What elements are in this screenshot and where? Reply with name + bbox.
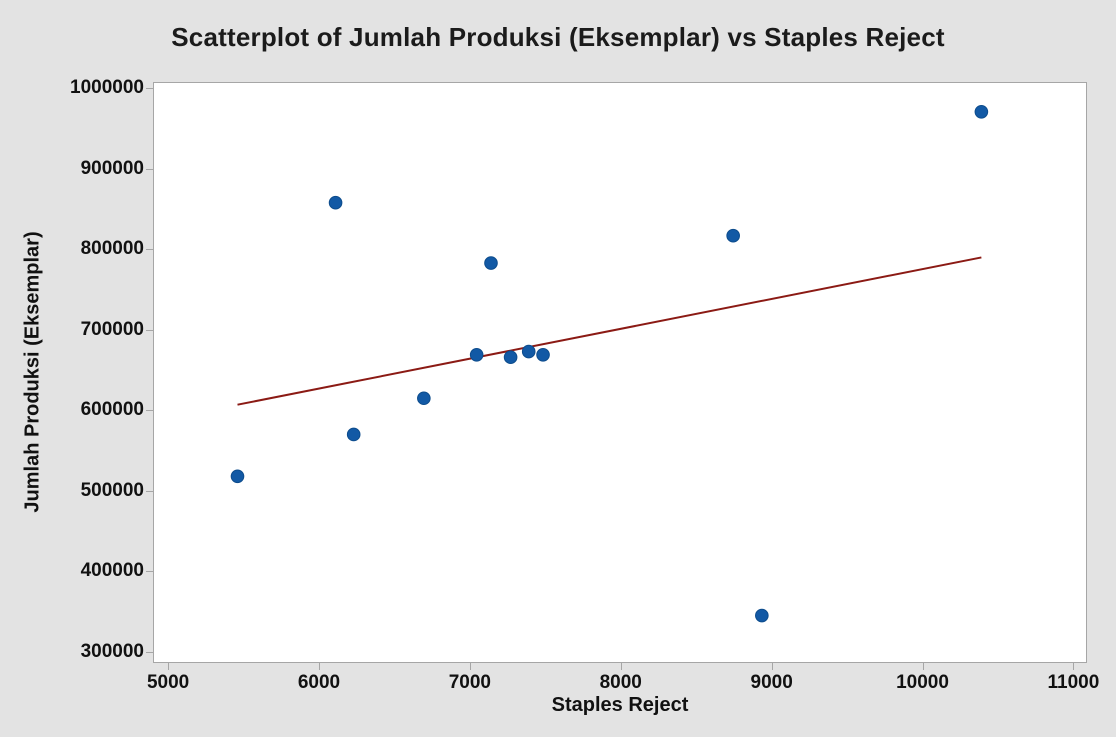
y-tick-label: 600000	[80, 399, 144, 421]
x-tick-label: 9000	[750, 672, 793, 693]
data-point	[503, 350, 518, 365]
data-point	[521, 344, 536, 359]
y-tick-label: 300000	[80, 640, 144, 662]
x-tick-label: 7000	[448, 672, 491, 693]
x-tick-label: 10000	[896, 672, 949, 693]
y-tick-label: 1000000	[70, 77, 144, 99]
data-point	[230, 469, 245, 484]
data-point	[726, 228, 740, 243]
x-tick-label: 5000	[146, 672, 190, 693]
y-axis-title: Jumlah Produksi (Eksemplar)	[21, 231, 44, 513]
data-point	[755, 608, 769, 623]
plot-frame-border	[153, 82, 1087, 663]
y-tick-label: 400000	[80, 560, 144, 582]
x-tick-label: 11000	[1047, 672, 1100, 693]
data-point	[974, 104, 989, 119]
plot-area	[146, 82, 1087, 670]
x-tick-label: 6000	[297, 672, 341, 693]
chart-title: Scatterplot of Jumlah Produksi (Eksempla…	[171, 22, 945, 52]
x-axis-title: Staples Reject	[551, 694, 689, 716]
y-tick-label: 800000	[80, 238, 144, 260]
data-point	[469, 347, 484, 362]
data-point	[417, 391, 431, 406]
fit-line	[237, 256, 982, 406]
x-tick-label: 8000	[599, 672, 642, 693]
data-point	[536, 347, 550, 362]
y-tick-label: 700000	[80, 318, 144, 340]
data-point	[328, 195, 343, 210]
data-point	[346, 427, 361, 442]
y-tick-label: 500000	[80, 479, 144, 501]
plot-svg	[146, 82, 1087, 670]
y-tick-label: 900000	[80, 157, 144, 179]
data-point	[484, 256, 498, 270]
